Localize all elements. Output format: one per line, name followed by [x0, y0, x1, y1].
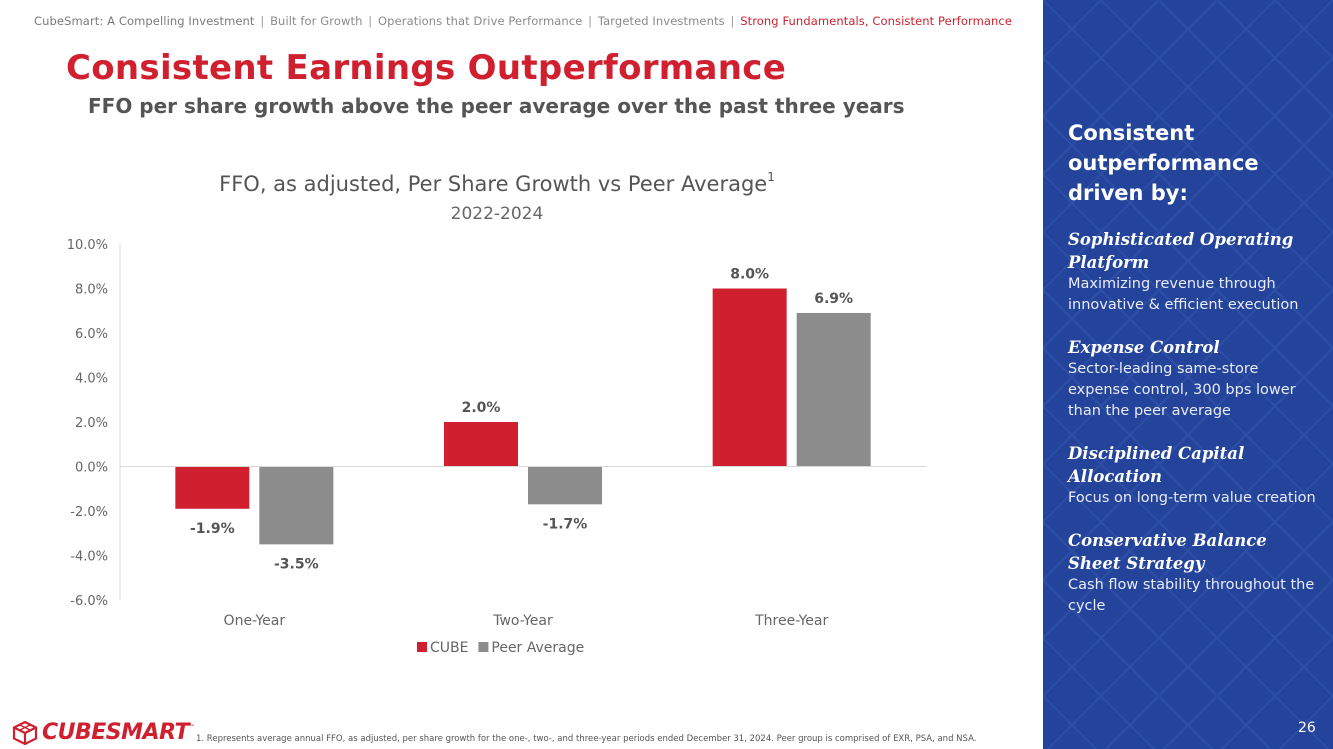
y-tick-label: -4.0%	[70, 550, 108, 565]
driver-title: Disciplined Capital Allocation	[1068, 444, 1245, 486]
breadcrumb-item[interactable]: Targeted Investments	[597, 14, 725, 28]
cubesmart-logo[interactable]: CUBESMART ™	[12, 720, 195, 745]
footnote: 1. Represents average annual FFO, as adj…	[196, 734, 977, 744]
bar-cube	[175, 466, 250, 509]
bar-chart: -6.0% -4.0% -2.0% 0.0% 2.0% 4.0% 6.0% 8.0% 10.0%…	[67, 238, 926, 656]
cube-logo-icon	[12, 720, 38, 745]
x-tick-label: Three-Year	[754, 613, 828, 629]
breadcrumb-separator: |	[260, 14, 265, 28]
page-title: Consistent Earnings Outperformance	[66, 48, 787, 88]
y-tick-label: 0.0%	[75, 461, 108, 476]
legend-label: CUBE	[430, 640, 468, 656]
y-tick-label: -6.0%	[70, 594, 108, 609]
breadcrumb: CubeSmart: A Compelling Investment | Bui…	[34, 14, 1012, 28]
legend-swatch	[417, 642, 427, 652]
driver-item: Sophisticated Operating Platform Maximiz…	[1068, 228, 1323, 316]
bar-peer-average	[528, 466, 602, 505]
data-label: 8.0%	[730, 267, 769, 283]
chart-subtitle: 2022-2024	[450, 204, 544, 224]
data-label: 2.0%	[462, 400, 501, 416]
chart-title: FFO, as adjusted, Per Share Growth vs Pe…	[0, 170, 994, 196]
sidebar-pattern	[1043, 0, 1333, 749]
bar-peer-average	[796, 312, 871, 467]
breadcrumb-item[interactable]: CubeSmart: A Compelling Investment	[34, 14, 255, 28]
driver-title: Sophisticated Operating Platform	[1068, 230, 1294, 272]
driver-title: Conservative Balance Sheet Strategy	[1068, 531, 1267, 573]
y-tick-label: -2.0%	[70, 505, 108, 520]
legend-label: Peer Average	[491, 640, 584, 656]
y-tick-label: 6.0%	[75, 327, 108, 342]
driver-title: Expense Control	[1068, 338, 1220, 357]
legend-swatch	[478, 642, 489, 652]
data-label: 6.9%	[814, 291, 853, 307]
sidebar-heading: Consistent outperformance driven by:	[1068, 121, 1259, 205]
breadcrumb-item-active[interactable]: Strong Fundamentals, Consistent Performa…	[740, 14, 1013, 28]
driver-item: Expense Control Sector-leading same-stor…	[1068, 336, 1323, 422]
breadcrumb-separator: |	[368, 14, 373, 28]
bar-peer-average	[259, 466, 334, 545]
page-subtitle: FFO per share growth above the peer aver…	[88, 94, 905, 118]
logo-trademark: ™	[189, 724, 196, 731]
breadcrumb-separator: |	[588, 14, 593, 28]
bar-cube	[712, 288, 787, 467]
x-tick-label: One-Year	[224, 613, 286, 629]
page-number: 26	[1298, 720, 1316, 736]
driver-description: Maximizing revenue through innovative & …	[1068, 276, 1299, 313]
bar-cube	[444, 422, 518, 467]
driver-description: Cash flow stability throughout the cycle	[1068, 577, 1315, 614]
chart-title-footnote-marker: 1	[767, 170, 775, 184]
chart-title-text: FFO, as adjusted, Per Share Growth vs Pe…	[219, 172, 768, 196]
y-tick-label: 4.0%	[75, 372, 108, 387]
driver-description: Focus on long-term value creation	[1068, 490, 1316, 506]
breadcrumb-item[interactable]: Built for Growth	[270, 14, 363, 28]
data-label: -1.7%	[543, 516, 588, 532]
driver-item: Conservative Balance Sheet Strategy Cash…	[1068, 529, 1323, 617]
sidebar: Consistent outperformance driven by: Sop…	[1043, 0, 1333, 749]
y-tick-label: 2.0%	[75, 416, 108, 431]
logo-wordmark: CUBESMART	[42, 720, 190, 745]
driver-description: Sector-leading same-store expense contro…	[1068, 361, 1296, 419]
data-label: -1.9%	[190, 521, 235, 537]
driver-item: Disciplined Capital Allocation Focus on …	[1068, 442, 1323, 509]
x-tick-label: Two-Year	[492, 613, 553, 629]
y-tick-label: 10.0%	[67, 238, 108, 253]
sidebar-content: Consistent outperformance driven by: Sop…	[1068, 118, 1323, 637]
y-tick-label: 8.0%	[75, 283, 108, 298]
data-label: -3.5%	[274, 556, 319, 572]
breadcrumb-item[interactable]: Operations that Drive Performance	[378, 14, 583, 28]
breadcrumb-separator: |	[730, 14, 735, 28]
